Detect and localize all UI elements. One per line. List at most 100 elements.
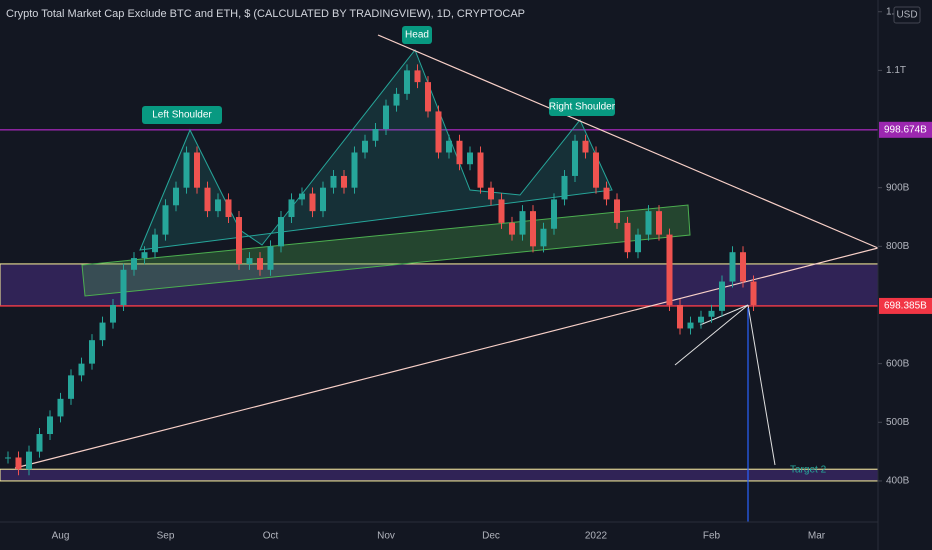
y-tick-label: 1.1T (886, 65, 906, 76)
candle (509, 222, 515, 235)
candle (299, 193, 305, 200)
candle (572, 140, 578, 176)
annotation-box (549, 98, 615, 116)
candle (687, 322, 694, 329)
y-tick-label: 900B (886, 182, 910, 193)
candle (540, 228, 547, 247)
annotation: Head (405, 30, 429, 41)
candle (183, 152, 190, 188)
candle (582, 140, 589, 153)
candle (152, 234, 158, 253)
x-tick-label: 2022 (585, 531, 608, 542)
candle (530, 211, 536, 247)
x-tick-label: Dec (482, 531, 500, 542)
trendline (14, 247, 879, 469)
candle (635, 234, 641, 253)
candle (68, 375, 74, 399)
candle (435, 111, 442, 153)
candle (131, 258, 137, 270)
currency: USD (896, 10, 917, 21)
candle (414, 70, 421, 83)
channel (81, 204, 691, 297)
candle (47, 416, 53, 435)
candle (498, 199, 505, 223)
candle (194, 152, 200, 188)
candle (278, 217, 284, 247)
candle (330, 175, 337, 188)
candle (236, 217, 242, 264)
x-tick-label: Mar (808, 531, 826, 542)
chart-title: Crypto Total Market Cap Exclude BTC and … (6, 8, 525, 20)
y-tick-label: 600B (886, 358, 910, 369)
candle (551, 199, 557, 229)
candle (425, 82, 431, 112)
candle (624, 222, 631, 253)
candle (614, 199, 620, 223)
candle (215, 199, 221, 212)
candle (288, 199, 295, 218)
candle (698, 316, 704, 323)
candle (446, 140, 452, 153)
candle (15, 457, 22, 470)
candle (677, 304, 683, 329)
annotation-box (142, 106, 222, 124)
x-tick-label: Feb (703, 531, 721, 542)
annotation: Target 2 (790, 465, 827, 476)
candle (173, 187, 179, 206)
candle (603, 187, 610, 200)
annotation: Right Shoulder (549, 102, 616, 113)
zone (0, 468, 879, 482)
x-tick-label: Nov (377, 531, 395, 542)
candle (656, 211, 662, 235)
candle (351, 152, 358, 188)
y-tick-label: 500B (886, 417, 910, 428)
candle (593, 152, 599, 188)
candle (141, 252, 148, 259)
candle (666, 234, 673, 305)
price-axis (878, 0, 932, 550)
candle (750, 281, 757, 305)
candle (729, 252, 736, 282)
price-label: 698.385B (884, 301, 927, 312)
candle (393, 93, 400, 106)
candle (477, 152, 484, 188)
candle (719, 281, 725, 311)
annotation: Left Shoulder (152, 110, 212, 121)
candle (362, 140, 368, 153)
candle (740, 252, 746, 282)
candle (467, 152, 473, 165)
candle (404, 70, 410, 94)
target-line (747, 304, 776, 466)
candle (120, 269, 127, 305)
candle (89, 340, 95, 364)
candle (5, 457, 11, 459)
y-tick-label: 400B (886, 476, 910, 487)
candle (162, 205, 169, 235)
candle (309, 193, 316, 212)
candle (225, 199, 232, 218)
trendline (377, 34, 879, 249)
price-badge (879, 121, 932, 138)
candle (488, 187, 494, 200)
candle (561, 175, 568, 200)
x-tick-label: Aug (52, 531, 70, 542)
price-label: 998.674B (884, 124, 927, 135)
candle (519, 211, 526, 235)
candle (456, 140, 463, 165)
candle (26, 451, 32, 470)
price-badge (879, 297, 932, 314)
candle (204, 187, 211, 212)
annotation-box (402, 26, 432, 44)
x-tick-label: Sep (157, 531, 175, 542)
candle (57, 398, 64, 417)
candle (372, 129, 379, 141)
currency-badge (893, 6, 921, 24)
candle (341, 175, 347, 188)
candle (78, 363, 85, 376)
candle (246, 258, 253, 264)
candle (383, 105, 389, 130)
candle (320, 187, 326, 212)
candle (36, 434, 43, 452)
